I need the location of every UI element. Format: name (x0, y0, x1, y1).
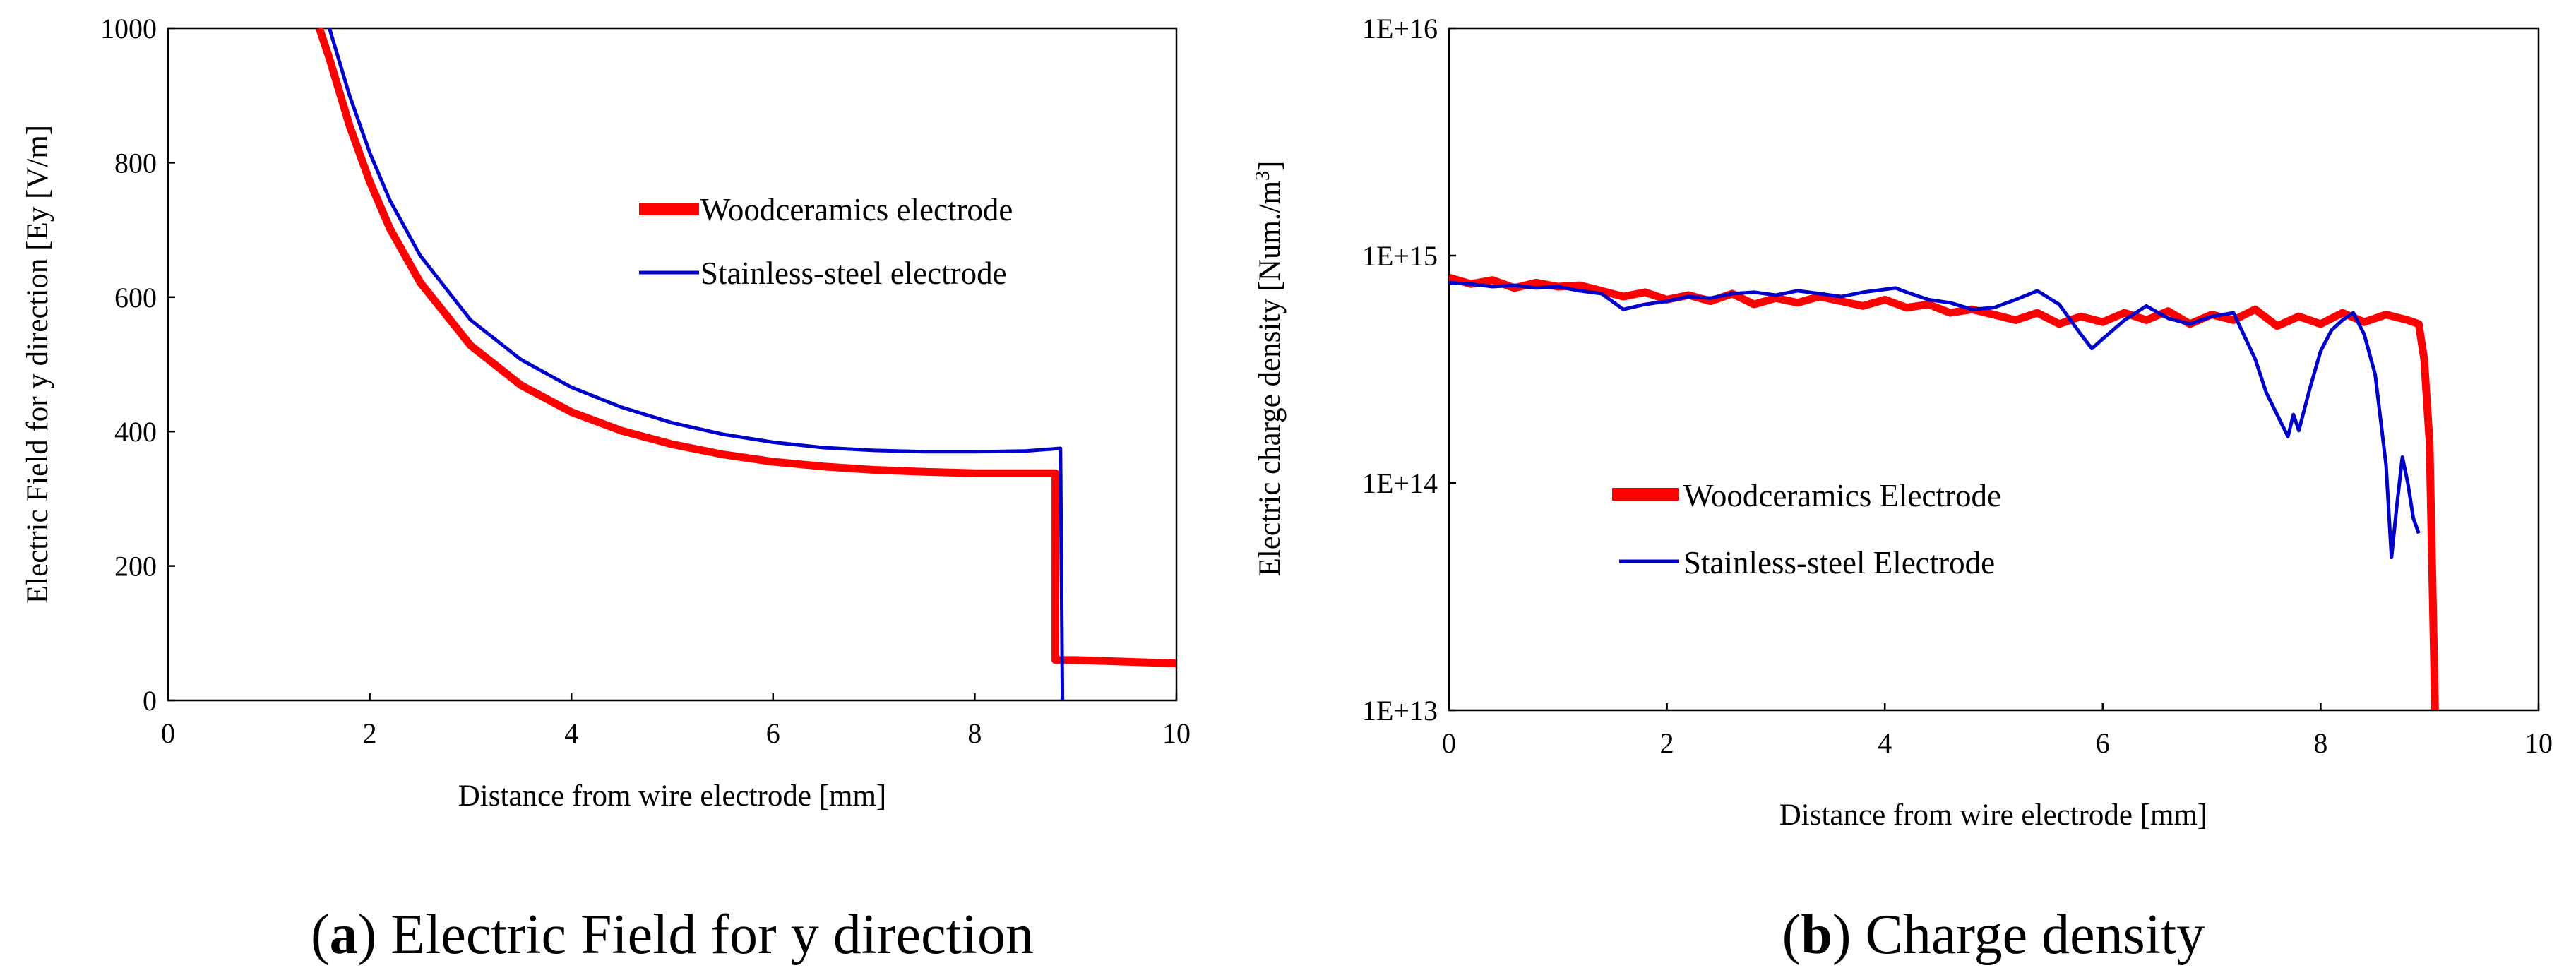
panel-b-x-tick-label: 2 (1660, 727, 1674, 759)
panel-a-x-tick-label: 2 (363, 717, 377, 749)
panel-b-caption: (b) Charge density (1782, 904, 2205, 966)
panel-a-caption-text: Electric Field for y direction (376, 904, 1034, 966)
panel-a-caption-letter: a (330, 904, 358, 966)
panel-b-x-tick-label: 10 (2524, 727, 2553, 759)
panel-b-caption-text: Charge density (1852, 904, 2205, 966)
panel-b-x-tick-labels: 0 2 4 6 8 10 (1442, 727, 2553, 759)
panel-a-plot-area (167, 27, 1178, 702)
panel-a-y-tick-label: 400 (114, 416, 157, 448)
panel-b-x-axis-label: Distance from wire electrode [mm] (1779, 799, 2208, 832)
panel-b-series-line-stainless-steel (1449, 280, 2421, 560)
panel-b-x-tick-label: 0 (1442, 727, 1456, 759)
panel-a-x-tick-label: 4 (564, 717, 578, 749)
panel-a-y-tick-label: 800 (114, 147, 157, 179)
panel-a-series-line-woodceramics (315, 28, 1176, 668)
panel-b-x-tick-label: 4 (1878, 727, 1892, 759)
panel-a-x-tick-label: 10 (1162, 717, 1191, 749)
panel-b-x-tick-label: 8 (2313, 727, 2327, 759)
panel-b-caption-letter: b (1801, 904, 1832, 966)
panel-b-legend-label-woodceramics: Woodceramics Electrode (1683, 478, 2001, 513)
panel-a-y-axis-label: Electric Field for y direction [Ey [V/m] (21, 125, 54, 604)
panel-a-legend: Woodceramics electrode Stainless-steel e… (639, 192, 1013, 291)
panel-a-y-tick-labels: 0 200 400 600 800 1000 (100, 13, 157, 717)
panel-b-chart: 1E+13 1E+14 1E+15 1E+16 0 2 4 6 8 10 Distance fr… (1252, 13, 2553, 966)
panel-a-series-line-stainless-steel (328, 28, 1065, 700)
panel-b-plot-area (1448, 27, 2540, 712)
panel-a-y-tick-label: 0 (143, 685, 157, 717)
panel-b-y-tick-label: 1E+16 (1362, 13, 1438, 44)
panel-b-y-axis-label-main: Electric charge density [Num./m (1253, 181, 1287, 576)
panel-b-legend-label-stainless: Stainless-steel Electrode (1683, 545, 1995, 580)
panel-a-y-tick-label: 200 (114, 551, 157, 582)
panel-a-legend-label-woodceramics: Woodceramics electrode (700, 192, 1013, 227)
panel-b-series (1449, 273, 2439, 710)
panel-b-y-tick-labels: 1E+13 1E+14 1E+15 1E+16 (1362, 13, 1438, 727)
panel-a-tick-marks (167, 27, 1178, 702)
panel-a-x-tick-label: 8 (967, 717, 982, 749)
panel-b-y-tick-label: 1E+13 (1362, 695, 1438, 727)
panel-a-chart: 0 200 400 600 800 1000 0 2 4 6 8 10 Distance from … (21, 13, 1191, 966)
panel-a-y-tick-label: 600 (114, 282, 157, 313)
panel-a-x-tick-labels: 0 2 4 6 8 10 (161, 717, 1191, 749)
panel-b-y-tick-label: 1E+15 (1362, 240, 1438, 272)
panel-b-series-line-woodceramics (1449, 273, 2439, 710)
panel-a-series (315, 28, 1176, 700)
panel-b-y-axis-label-end: ] (1253, 161, 1287, 171)
panel-a-x-axis-label: Distance from wire electrode [mm] (458, 779, 887, 813)
panel-b-y-axis-label-sup: 3 (1252, 171, 1274, 181)
panel-a-caption: (a) Electric Field for y direction (311, 904, 1034, 966)
panel-b-legend: Woodceramics Electrode Stainless-steel E… (1612, 478, 2001, 580)
panel-a-y-tick-label: 1000 (100, 13, 157, 44)
panel-b-y-tick-label: 1E+14 (1362, 467, 1438, 499)
panel-a-x-tick-label: 0 (161, 717, 175, 749)
panel-b-x-tick-label: 6 (2096, 727, 2110, 759)
panel-b-tick-marks (1448, 27, 2540, 712)
panel-b-y-axis-label: Electric charge density [Num./m3] (1252, 161, 1287, 577)
panel-a-x-tick-label: 6 (766, 717, 780, 749)
panel-a-legend-label-stainless: Stainless-steel electrode (700, 256, 1007, 291)
